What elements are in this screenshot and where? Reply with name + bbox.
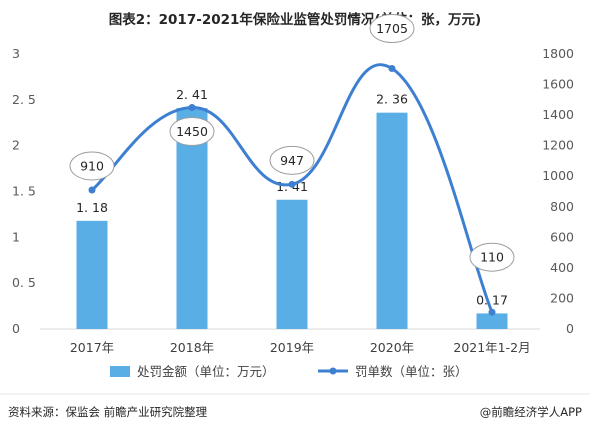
bar-data-labels: 1. 182. 411. 412. 360. 17	[76, 87, 508, 307]
bar	[476, 313, 508, 329]
legend-line-label: 罚单数（单位：张）	[355, 364, 468, 379]
x-tick-label: 2018年	[170, 340, 214, 355]
legend-line-marker	[329, 367, 337, 375]
bar-value-label: 0. 17	[476, 292, 508, 307]
line-point	[288, 180, 296, 188]
left-y-tick-label: 0. 5	[12, 275, 36, 290]
left-y-tick-label: 2	[12, 138, 20, 153]
right-y-tick-label: 800	[550, 199, 574, 214]
line-value-label: 110	[480, 250, 504, 265]
line-points	[88, 65, 496, 316]
left-y-tick-label: 1	[12, 229, 20, 244]
x-tick-label: 2019年	[270, 340, 314, 355]
bar-value-label: 2. 41	[176, 87, 208, 102]
left-y-tick-label: 2. 5	[12, 92, 36, 107]
line-point	[88, 186, 96, 194]
right-y-tick-label: 600	[550, 229, 574, 244]
line-label-bubble	[269, 145, 315, 175]
line-label-bubble	[469, 242, 515, 272]
x-tick-label: 2021年1-2月	[453, 340, 530, 355]
bar	[376, 112, 408, 330]
chart-title: 图表2：2017-2021年保险业监管处罚情况(单位：张，万元)	[109, 11, 481, 28]
bar-series	[76, 108, 508, 330]
bar-value-label: 1. 18	[76, 200, 108, 215]
right-y-tick-label: 1200	[542, 138, 574, 153]
left-y-axis: 0 0. 5 1 1. 5 2 2. 5 3	[12, 46, 36, 336]
left-y-tick-label: 3	[12, 46, 20, 61]
line-point	[388, 65, 396, 73]
line-point	[488, 308, 496, 316]
line-label-bubble	[169, 116, 215, 146]
legend: 处罚金额（单位：万元） 罚单数（单位：张）	[110, 364, 468, 379]
line-label-bubble	[369, 14, 415, 44]
line-value-label: 1705	[376, 21, 408, 36]
line-series	[90, 63, 494, 314]
right-y-tick-label: 1400	[542, 107, 574, 122]
bar	[276, 199, 308, 329]
line-value-label: 947	[280, 153, 304, 168]
source-note: 资料来源：保监会 前瞻产业研究院整理	[8, 405, 208, 419]
credit-note: @前瞻经济学人APP	[480, 405, 582, 419]
right-y-tick-label: 1600	[542, 77, 574, 92]
left-y-tick-label: 0	[12, 321, 20, 336]
line-value-label: 910	[80, 158, 104, 173]
bar-value-label: 2. 36	[376, 92, 408, 107]
bar	[76, 220, 108, 329]
right-y-tick-label: 1000	[542, 168, 574, 183]
right-y-tick-label: 400	[550, 260, 574, 275]
line-point	[188, 103, 196, 111]
right-y-axis: 0 200 400 600 800 1000 1200 1400 1600 1800	[542, 46, 574, 336]
legend-bar-label: 处罚金额（单位：万元）	[137, 364, 275, 379]
right-y-tick-label: 200	[550, 290, 574, 305]
right-y-tick-label: 1800	[542, 46, 574, 61]
legend-bar-swatch	[110, 366, 130, 377]
x-tick-label: 2020年	[370, 340, 414, 355]
left-y-tick-label: 1. 5	[12, 184, 36, 199]
x-tick-label: 2017年	[70, 340, 114, 355]
x-axis: 2017年 2018年 2019年 2020年 2021年1-2月	[70, 340, 531, 355]
right-y-tick-label: 0	[566, 321, 574, 336]
line-data-labels: 910 1450 947 1705 110	[69, 14, 515, 272]
line-value-label: 1450	[176, 124, 208, 139]
line-label-bubble	[69, 151, 115, 181]
